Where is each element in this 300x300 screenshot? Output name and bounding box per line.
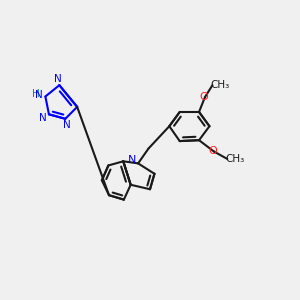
Text: N: N bbox=[54, 74, 62, 84]
Text: CH₃: CH₃ bbox=[225, 154, 244, 164]
Text: N: N bbox=[35, 90, 43, 100]
Text: O: O bbox=[208, 146, 217, 157]
Text: N: N bbox=[63, 120, 71, 130]
Text: H: H bbox=[32, 89, 40, 99]
Text: N: N bbox=[38, 113, 46, 123]
Text: O: O bbox=[200, 92, 208, 102]
Text: N: N bbox=[128, 155, 136, 165]
Text: CH₃: CH₃ bbox=[210, 80, 230, 90]
